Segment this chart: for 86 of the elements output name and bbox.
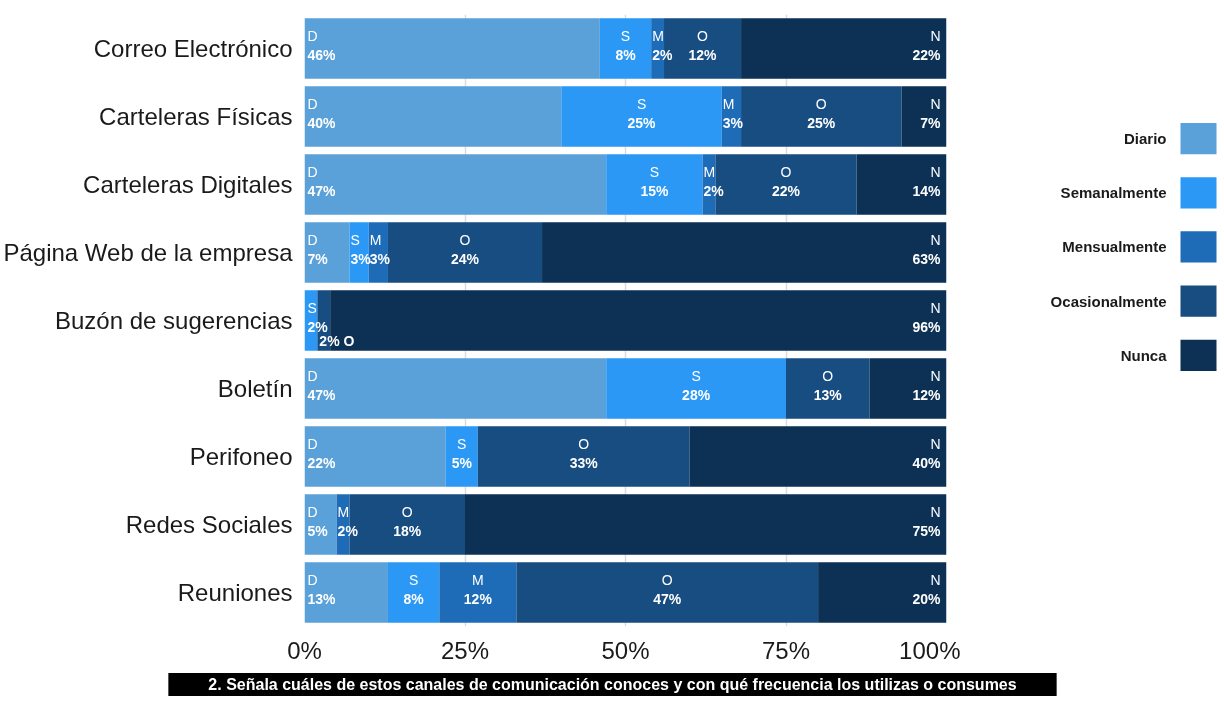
data-label: O 47% — [653, 571, 682, 607]
bar — [304, 154, 607, 215]
bar — [387, 562, 440, 623]
data-label: M 3% — [369, 231, 391, 267]
data-label: M 2% — [652, 27, 673, 63]
data-label: O 25% — [807, 95, 836, 131]
data-label: M 3% — [722, 95, 744, 131]
bar — [304, 562, 388, 623]
bar — [304, 18, 600, 79]
data-label: N 40% — [912, 435, 942, 471]
x-tick-label: 100% — [899, 636, 961, 664]
y-tick-label: Página Web de la empresa — [3, 239, 294, 266]
legend-label: Diario — [1123, 130, 1167, 148]
bar — [786, 358, 870, 419]
data-label: D 47% — [307, 163, 337, 199]
data-label: D 7% — [307, 231, 329, 267]
data-label: D 5% — [307, 503, 329, 539]
bar — [477, 426, 690, 487]
data-label: M 2% — [337, 503, 359, 539]
x-tick-label: 75% — [761, 636, 811, 664]
bar — [741, 86, 902, 147]
y-tick-label: Carteleras Físicas — [99, 103, 293, 130]
data-label: D 47% — [307, 367, 337, 403]
y-tick-label: Boletín — [217, 375, 293, 402]
data-label: S 8% — [403, 571, 425, 607]
data-label: M 2% — [703, 163, 725, 199]
legend-label: Semanalmente — [1060, 184, 1167, 202]
bar — [856, 154, 947, 215]
data-label: O 24% — [450, 231, 480, 267]
data-label: S 8% — [615, 27, 637, 63]
bar — [869, 358, 947, 419]
bar — [465, 494, 947, 555]
data-label: D 22% — [307, 435, 337, 471]
data-label: N 14% — [912, 163, 942, 199]
y-tick-label: Redes Sociales — [125, 511, 293, 538]
bar — [304, 358, 607, 419]
y-tick-label: Perifoneo — [189, 443, 293, 470]
bar — [516, 562, 819, 623]
data-label: D 40% — [307, 95, 337, 131]
legend-label: Nunca — [1120, 346, 1168, 364]
data-label: D 46% — [307, 27, 337, 63]
data-label: O 18% — [393, 503, 422, 539]
data-label: N 96% — [912, 299, 942, 335]
bar — [606, 154, 703, 215]
data-label: S 28% — [682, 367, 711, 403]
data-label: S 5% — [451, 435, 473, 471]
legend-label: Ocasionalmente — [1050, 292, 1167, 310]
data-label: N 7% — [920, 95, 942, 131]
x-tick-label: 0% — [287, 636, 322, 664]
data-label: S 2% — [307, 299, 329, 335]
data-label: N 75% — [912, 503, 942, 539]
data-label: S 15% — [640, 163, 669, 199]
bar — [901, 86, 947, 147]
data-label: S 25% — [627, 95, 657, 131]
text: 2. Señala cuáles de estos canales de comunicación conoces y con qué frecuencia los utilizas o consumes — [208, 676, 1017, 693]
bar — [439, 562, 517, 623]
bar — [542, 222, 947, 283]
y-tick-label: Reuniones — [177, 579, 293, 606]
y-tick-label: Buzón de sugerencias — [55, 307, 293, 334]
x-tick-label: 50% — [601, 636, 650, 664]
data-label: O 12% — [688, 27, 718, 63]
x-tick-label: 25% — [440, 636, 490, 664]
bar — [599, 18, 652, 79]
bar — [606, 358, 786, 419]
legend-label: Mensualmente — [1062, 238, 1167, 256]
bar — [689, 426, 947, 487]
y-tick-label: Carteleras Digitales — [83, 171, 293, 198]
bar — [304, 86, 562, 147]
bar — [561, 86, 722, 147]
bar — [304, 426, 446, 487]
data-label: O 33% — [569, 435, 599, 471]
bar — [818, 562, 947, 623]
y-tick-label: Correo Electrónico — [93, 35, 293, 62]
data-label: N 20% — [912, 571, 942, 607]
data-label: S 3% — [350, 231, 372, 267]
data-label: N 12% — [912, 367, 942, 403]
data-label: 2% O — [319, 332, 355, 349]
data-label: O 22% — [771, 163, 801, 199]
bar — [304, 494, 337, 555]
bar — [304, 222, 350, 283]
data-label: D 13% — [307, 571, 337, 607]
data-label: O 13% — [813, 367, 843, 403]
data-label: N 63% — [912, 231, 942, 267]
bar — [741, 18, 947, 79]
data-label: M 12% — [463, 571, 493, 607]
data-label: N 22% — [912, 27, 942, 63]
